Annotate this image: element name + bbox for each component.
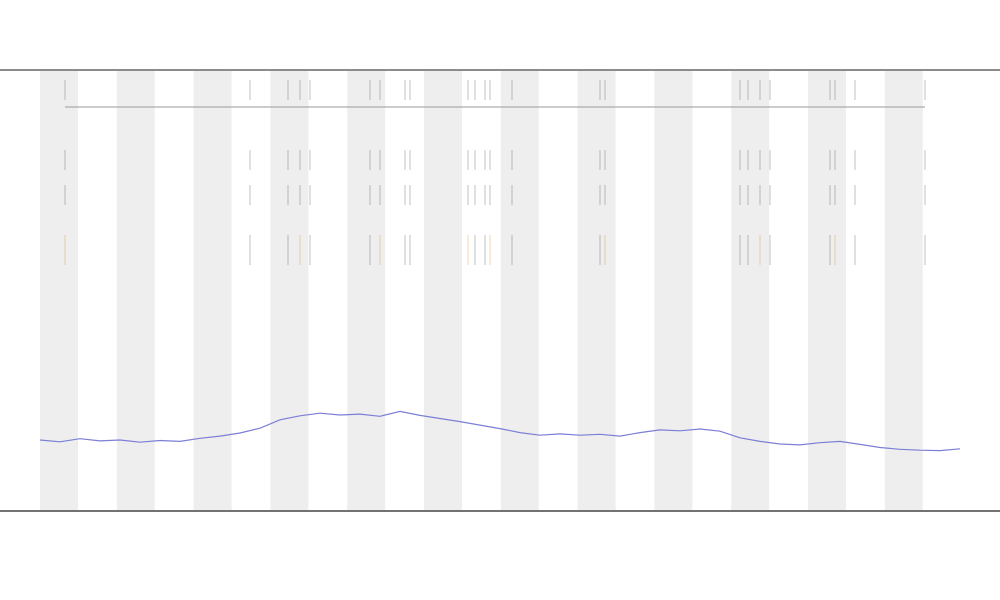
band	[40, 71, 78, 510]
band	[347, 71, 386, 510]
band	[654, 71, 693, 510]
background-bands	[40, 71, 923, 510]
band	[884, 71, 923, 510]
band	[577, 71, 616, 510]
annotation-ticks	[64, 80, 926, 265]
band	[500, 71, 539, 510]
band	[731, 71, 770, 510]
series-line	[39, 410, 961, 452]
band	[116, 71, 155, 510]
band	[193, 71, 232, 510]
band	[424, 71, 462, 510]
band	[808, 71, 846, 510]
band	[270, 71, 309, 510]
